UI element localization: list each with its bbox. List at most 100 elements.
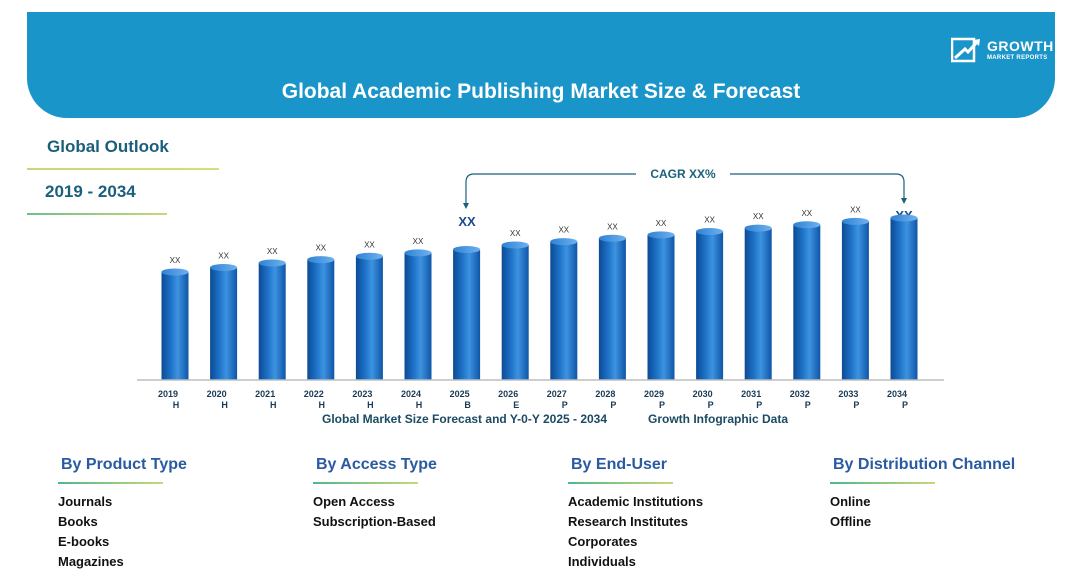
bar-body	[307, 259, 335, 380]
bar-cap	[598, 234, 626, 242]
bar-body	[550, 241, 578, 380]
bar-body	[598, 238, 626, 380]
data-label: XX	[218, 252, 229, 261]
product-type-heading: By Product Type	[61, 456, 187, 473]
data-label: XX	[607, 222, 618, 231]
tick-label-code: P	[853, 400, 859, 410]
bar-body	[647, 234, 675, 380]
list-item: Offline	[830, 514, 872, 529]
bar-cap	[550, 238, 578, 246]
cagr-label: CAGR XX%	[650, 167, 716, 181]
tick-label-year: 2033	[838, 389, 858, 399]
bar-2034	[890, 214, 918, 380]
product-type-divider	[58, 482, 163, 484]
data-label: XX	[413, 237, 424, 246]
bar-2023	[355, 252, 383, 380]
data-label: XX	[267, 247, 278, 256]
bar-cap	[258, 259, 286, 267]
data-label: XX	[364, 240, 375, 249]
cagr-bracket-left	[465, 173, 636, 206]
brand-logo: GROWTH MARKET REPORTS	[951, 36, 1061, 66]
list-item: Corporates	[568, 534, 638, 549]
bars: XX XX XX XX XX XX XX XX XX XX XX XX XX XX	[161, 205, 918, 380]
bar-body	[355, 256, 383, 380]
tick-label-year: 2022	[304, 389, 324, 399]
tick-label-code: H	[319, 400, 326, 410]
cagr-start-value: XX	[458, 214, 476, 229]
logo-subtitle: MARKET REPORTS	[987, 55, 1048, 61]
list-item: Subscription-Based	[313, 514, 436, 529]
bar-body	[696, 231, 724, 380]
list-item: Books	[58, 514, 98, 529]
bar-cap	[696, 228, 724, 235]
bar-cap	[355, 252, 383, 260]
years-divider	[27, 213, 167, 215]
cagr-bracket-right	[730, 173, 905, 201]
bar-cap	[161, 268, 189, 276]
bar-2020	[210, 264, 238, 380]
list-item: Research Institutes	[568, 514, 688, 529]
data-label: XX	[558, 226, 569, 235]
bar-2031	[744, 224, 772, 380]
tick-label-year: 2030	[693, 389, 713, 399]
data-label: XX	[801, 209, 812, 218]
bar-cap	[307, 256, 335, 264]
bar-2029	[647, 231, 675, 380]
bar-cap	[453, 246, 481, 253]
tick-label-code: P	[562, 400, 568, 410]
tick-label-year: 2021	[255, 389, 275, 399]
bar-body	[161, 272, 189, 380]
list-item: Journals	[58, 494, 113, 509]
tick-label-code: P	[610, 400, 616, 410]
tick-label-year: 2026	[498, 389, 518, 399]
bar-2033	[841, 217, 869, 380]
list-item: Online	[830, 494, 871, 509]
bar-2025	[453, 246, 481, 380]
data-label: XX	[315, 244, 326, 253]
tick-label-code: H	[416, 400, 423, 410]
list-item: Magazines	[58, 554, 124, 569]
tick-label-code: H	[367, 400, 374, 410]
bar-body	[890, 218, 918, 380]
access-type-list: Open Access Subscription-Based	[313, 492, 436, 532]
bar-cap	[744, 224, 772, 232]
tick-label-year: 2023	[352, 389, 372, 399]
outlook-divider	[27, 168, 219, 170]
bar-body	[453, 249, 481, 380]
bar-2027	[550, 238, 578, 380]
tick-label-code: H	[221, 400, 228, 410]
list-item: E-books	[58, 534, 110, 549]
data-label: XX	[850, 205, 861, 214]
access-type-heading: By Access Type	[316, 456, 437, 473]
tick-label-code: H	[270, 400, 277, 410]
bar-cap	[647, 231, 675, 239]
tick-label-code: P	[659, 400, 665, 410]
bar-body	[793, 224, 821, 380]
tick-label-code: P	[902, 400, 908, 410]
end-user-heading: By End-User	[571, 456, 668, 473]
tick-label-code: E	[513, 400, 519, 410]
product-type-list: Journals Books E-books Magazines	[58, 492, 124, 572]
tick-label-code: P	[805, 400, 811, 410]
tick-label-year: 2032	[790, 389, 810, 399]
tick-label-year: 2027	[547, 389, 567, 399]
end-user-divider	[568, 482, 673, 484]
distribution-channel-list: Online Offline	[830, 492, 871, 532]
bar-body	[841, 221, 869, 380]
tick-label-year: 2019	[158, 389, 178, 399]
bar-body	[501, 245, 529, 380]
bar-cap	[210, 264, 238, 271]
bar-body	[404, 252, 432, 380]
tick-label-year: 2029	[644, 389, 664, 399]
bar-2019	[161, 268, 189, 380]
bar-2028	[598, 234, 626, 380]
tick-label-year: 2031	[741, 389, 761, 399]
page-title: Global Academic Publishing Market Size &…	[281, 80, 801, 103]
outlook-title: Global Outlook	[47, 137, 169, 156]
data-label: XX	[656, 219, 667, 228]
bar-2030	[696, 228, 724, 380]
data-label: XX	[704, 216, 715, 225]
cagr-arrow-right	[901, 198, 907, 204]
logo-wordmark: GROWTH	[987, 38, 1054, 54]
growth-arrow-icon	[951, 37, 980, 63]
